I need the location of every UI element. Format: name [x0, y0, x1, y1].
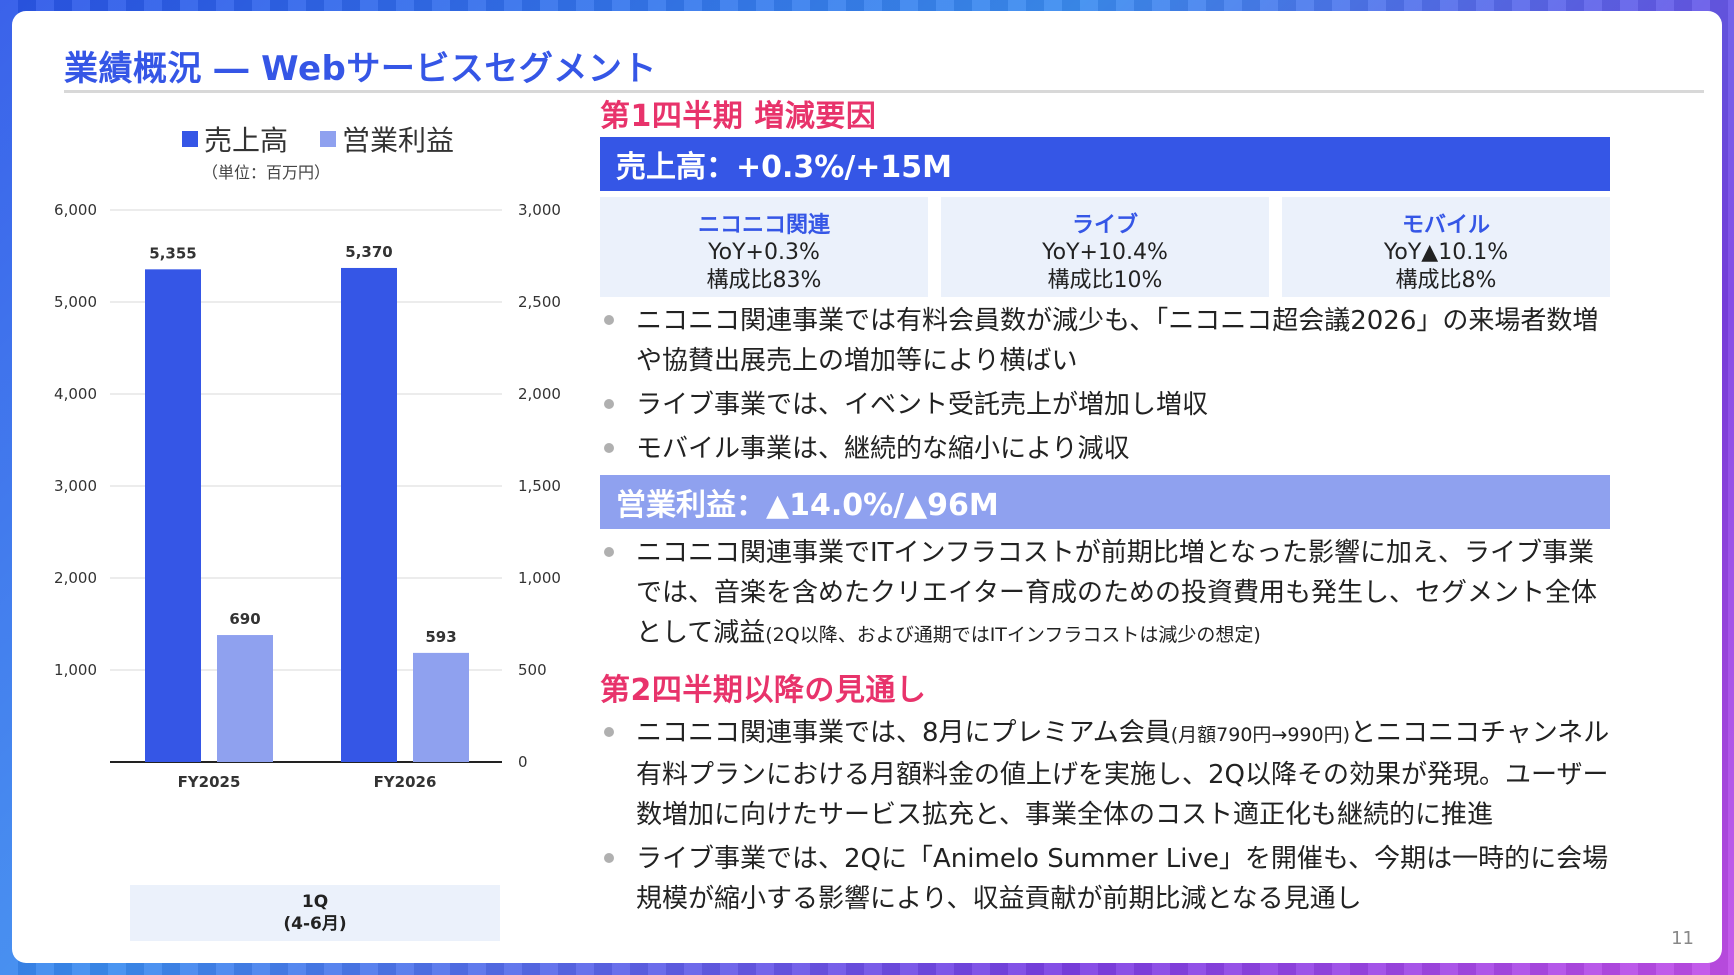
- tile-share: 構成比8%: [1395, 268, 1497, 293]
- tile-share: 構成比10%: [1047, 268, 1163, 293]
- bullet-text: ニコニコ関連事業では、8月にプレミアム会員: [636, 718, 1171, 748]
- y-right-tick-label: 0: [518, 753, 528, 771]
- x-tick-label: FY2026: [374, 773, 437, 791]
- x-tick-label: FY2025: [178, 773, 241, 791]
- bar-chart: 売上高 営業利益 （単位：百万円） 0 1,000 500 2,000 1,000 3,0…: [12, 101, 632, 961]
- y-right-tick-label: 2,000: [518, 385, 561, 403]
- tile-share: 構成比83%: [706, 268, 822, 293]
- operating-profit-bullets: ニコニコ関連事業でITインフラコストが前期比増となった影響に加え、ライブ事業では…: [600, 533, 1610, 655]
- data-label: 593: [425, 628, 456, 646]
- legend-label-operating-profit: 営業利益: [342, 124, 455, 157]
- list-item: モバイル事業は、継続的な縮小により減収: [600, 429, 1610, 469]
- legend-item-revenue: 売上高: [182, 119, 288, 159]
- y-left-tick-label: 4,000: [54, 385, 97, 403]
- tile-yoy: YoY▲10.1%: [1383, 240, 1509, 265]
- operating-profit-band: 営業利益：▲14.0%/▲96M: [600, 475, 1610, 529]
- period-label-quarter: 1Q: [301, 892, 329, 912]
- revenue-band: 売上高：+0.3%/+15M: [600, 137, 1610, 191]
- tile-name: ライブ: [1071, 213, 1138, 238]
- y-left-tick-label: 2,000: [54, 569, 97, 587]
- bar-operating-profit: [413, 652, 469, 762]
- bar-revenue: [145, 269, 201, 762]
- tile-name: モバイル: [1401, 213, 1490, 238]
- bullet-text: ニコニコ関連事業でITインフラコストが前期比増となった影響に加え、ライブ事業では…: [636, 538, 1597, 648]
- legend-label-revenue: 売上高: [204, 124, 289, 157]
- title-divider: [64, 90, 1704, 93]
- bullet-text: とニコニコチャンネル有料プランにおける月額料金の値上げを実施し、2Q以降その効果…: [636, 718, 1610, 830]
- outlook-heading: 第2四半期以降の見通し: [600, 673, 927, 708]
- legend-swatch-revenue: [182, 131, 198, 147]
- data-label: 5,355: [149, 244, 196, 262]
- list-item: ライブ事業では、イベント受託売上が増加し増収: [600, 385, 1610, 425]
- page-number: 11: [1671, 928, 1694, 949]
- bullet-note: (2Q以降、および通期ではITインフラコストは減少の想定): [765, 624, 1261, 646]
- page-title: 業績概況 ― Webサービスセグメント: [64, 49, 657, 89]
- tile-yoy: YoY+0.3%: [708, 240, 820, 265]
- data-label: 5,370: [345, 243, 392, 261]
- y-left-tick-label: 5,000: [54, 293, 97, 311]
- list-item: ニコニコ関連事業でITインフラコストが前期比増となった影響に加え、ライブ事業では…: [600, 533, 1610, 655]
- q1-heading: 第1四半期 増減要因: [600, 99, 877, 134]
- period-label-box: 1Q (4-6月): [130, 885, 500, 941]
- chart-plot-area: 0 1,000 500 2,000 1,000 3,000 1,500 4,000 2,000 5…: [54, 201, 561, 791]
- segment-tile-mobile: モバイル YoY▲10.1% 構成比8%: [1282, 197, 1610, 297]
- bar-revenue: [341, 267, 397, 762]
- unit-label: （単位：百万円）: [202, 163, 331, 182]
- revenue-bullets: ニコニコ関連事業では有料会員数が減少も、「ニコニコ超会議2026」の来場者数増や…: [600, 301, 1610, 469]
- y-right-tick-label: 500: [518, 661, 547, 679]
- bullet-note: (月額790円→990円): [1170, 724, 1351, 746]
- bar-operating-profit: [217, 635, 273, 762]
- y-left-tick-label: 6,000: [54, 201, 97, 219]
- data-label: 690: [229, 610, 260, 628]
- y-left-tick-label: 3,000: [54, 477, 97, 495]
- segment-tile-niconico: ニコニコ関連 YoY+0.3% 構成比83%: [600, 197, 928, 297]
- y-left-tick-label: 1,000: [54, 661, 97, 679]
- chart-legend: 売上高 営業利益: [182, 119, 454, 159]
- y-right-tick-label: 2,500: [518, 293, 561, 311]
- analysis-panel: 第1四半期 増減要因 売上高：+0.3%/+15M ニコニコ関連 YoY+0.3…: [600, 91, 1710, 919]
- y-right-tick-label: 1,000: [518, 569, 561, 587]
- list-item: ニコニコ関連事業では有料会員数が減少も、「ニコニコ超会議2026」の来場者数増や…: [600, 301, 1610, 381]
- legend-swatch-operating-profit: [320, 131, 337, 147]
- list-item: ライブ事業では、2Qに「Animelo Summer Live」を開催も、今期は…: [600, 839, 1610, 919]
- y-right-tick-label: 3,000: [518, 201, 561, 219]
- segment-tile-live: ライブ YoY+10.4% 構成比10%: [941, 197, 1269, 297]
- tile-yoy: YoY+10.4%: [1042, 240, 1168, 265]
- legend-item-operating-profit: 営業利益: [320, 119, 454, 159]
- slide: 業績概況 ― Webサービスセグメント 売上高 営業利益 （単位：百万円） 0 1…: [12, 11, 1722, 963]
- y-right-tick-label: 1,500: [518, 477, 561, 495]
- list-item: ニコニコ関連事業では、8月にプレミアム会員(月額790円→990円)とニコニコチ…: [600, 713, 1610, 835]
- period-label-months: (4-6月): [283, 914, 347, 934]
- tile-name: ニコニコ関連: [697, 213, 830, 238]
- segment-tiles: ニコニコ関連 YoY+0.3% 構成比83% ライブ YoY+10.4% 構成比…: [600, 197, 1610, 297]
- outlook-bullets: ニコニコ関連事業では、8月にプレミアム会員(月額790円→990円)とニコニコチ…: [600, 713, 1610, 919]
